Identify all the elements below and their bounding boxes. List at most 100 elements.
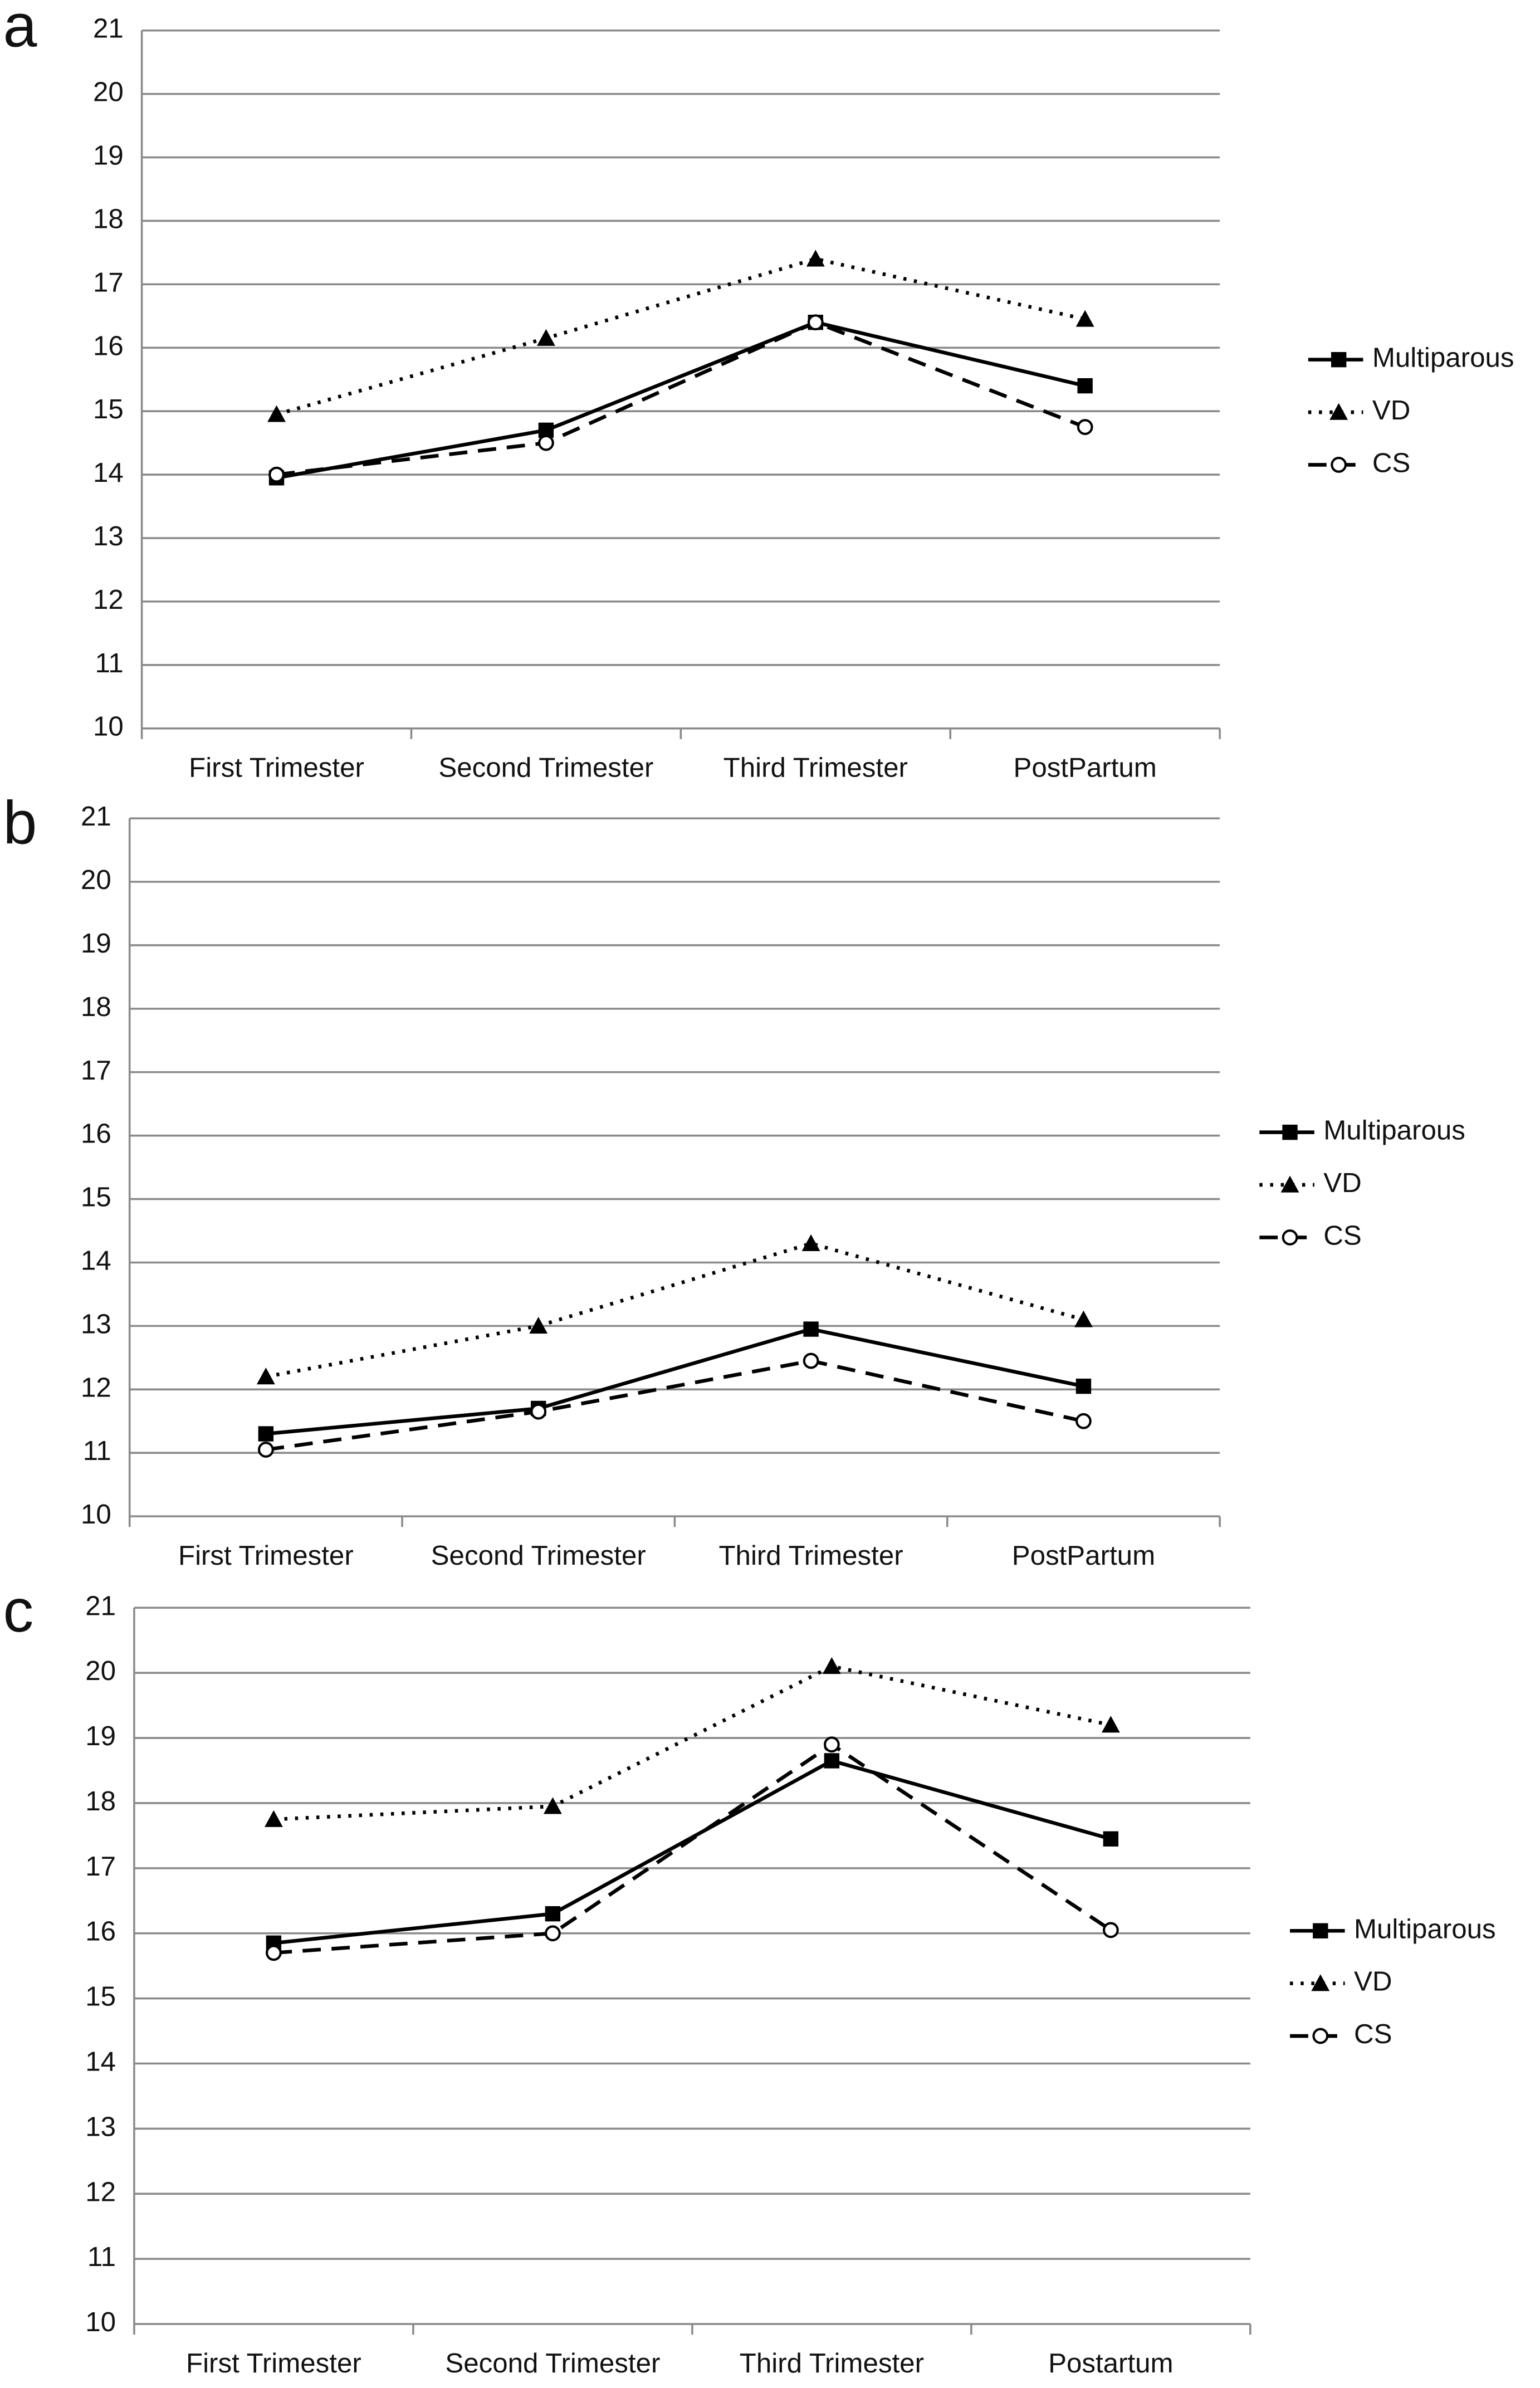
y-tick-label: 17 [81,1055,111,1086]
legend-label: CS [1372,447,1410,478]
series-line [273,1664,1112,1821]
data-point [266,1945,282,1961]
x-tick-label: First Trimester [186,2348,361,2379]
y-tick-label: 15 [93,394,124,424]
y-tick-label: 19 [85,1721,116,1751]
data-point [824,1753,840,1769]
legend-label: VD [1372,395,1410,426]
data-point [268,466,285,483]
x-tick-label: Second Trimester [431,1540,646,1571]
y-tick-label: 14 [85,2047,116,2077]
data-point [824,1736,840,1753]
y-tick-label: 20 [93,77,124,108]
series-line [276,320,1086,480]
x-tick-label: Third Trimester [740,2348,924,2379]
legend-marker [1331,457,1347,473]
y-tick-label: 14 [81,1246,111,1276]
y-tick-label: 17 [85,1851,116,1882]
data-point [256,1368,275,1385]
data-point [1075,1378,1092,1394]
legend-label: Multiparous [1323,1115,1465,1146]
y-tick-label: 16 [81,1119,111,1149]
y-tick-label: 20 [85,1656,116,1686]
y-tick-label: 15 [81,1182,111,1213]
legend-marker [1312,2028,1329,2044]
series-line [265,1359,1084,1452]
data-point [1075,1413,1092,1429]
legend-label: VD [1354,1966,1392,1997]
y-tick-label: 11 [95,648,124,678]
series-line [276,320,1086,477]
data-point [258,1426,274,1442]
y-tick-label: 13 [85,2111,116,2142]
x-tick-label: PostPartum [1013,753,1156,783]
y-tick-label: 21 [85,1590,116,1621]
y-tick-label: 10 [93,711,124,742]
y-tick-label: 12 [81,1372,111,1403]
data-point [536,329,555,346]
legend-label: VD [1323,1168,1361,1198]
legend-marker [1280,1175,1299,1193]
series-line [266,1327,1084,1436]
y-tick-label: 14 [93,457,124,488]
data-point [801,1234,820,1251]
data-point [530,1403,547,1420]
data-point [822,1657,841,1674]
series-line [276,257,1086,417]
data-point [267,405,286,422]
data-point [1103,1831,1119,1847]
x-tick-label: Third Trimester [723,753,908,783]
data-point [1102,1922,1119,1938]
x-tick-label: First Trimester [189,753,364,783]
y-tick-label: 16 [85,1916,116,1947]
y-tick-label: 20 [81,865,111,895]
y-tick-label: 10 [85,2307,116,2337]
panel-label: b [3,789,37,857]
y-tick-label: 10 [81,1499,111,1530]
y-tick-label: 16 [93,330,124,361]
data-point [1077,419,1093,436]
x-tick-label: Third Trimester [718,1540,903,1571]
data-point [264,1810,283,1827]
y-tick-label: 11 [83,1435,111,1466]
y-tick-label: 13 [81,1308,111,1339]
data-point [545,1906,561,1922]
legend-label: CS [1354,2019,1392,2049]
data-point [1074,1310,1093,1327]
data-point [1101,1716,1120,1733]
y-tick-label: 21 [81,801,111,832]
legend-marker [1282,1229,1298,1246]
legend-label: Multiparous [1372,343,1514,373]
series-line [273,1759,1112,1945]
data-point [803,1352,819,1369]
legend-marker [1329,403,1348,420]
y-tick-label: 13 [93,521,124,551]
y-tick-label: 21 [93,13,124,44]
y-tick-label: 12 [85,2176,116,2207]
data-point [538,434,554,451]
data-point [806,250,825,267]
legend-marker [1311,1974,1330,1991]
y-tick-label: 11 [87,2242,116,2272]
y-tick-label: 18 [85,1786,116,1816]
x-tick-label: First Trimester [178,1540,354,1571]
legend-marker [1331,351,1347,368]
y-tick-label: 17 [93,267,124,297]
legend-label: Multiparous [1354,1913,1496,1944]
data-point [543,1797,562,1814]
y-tick-label: 19 [93,140,124,171]
legend-marker [1282,1125,1298,1140]
data-point [529,1316,548,1334]
data-point [807,314,824,331]
y-tick-label: 19 [81,928,111,959]
data-point [1075,310,1094,327]
y-tick-label: 12 [93,584,124,615]
y-tick-label: 15 [85,1981,116,2012]
panel-label: a [3,0,37,60]
data-point [258,1442,274,1458]
series-line [273,1742,1112,1955]
x-tick-label: PostPartum [1012,1540,1155,1571]
panel-label: c [3,1577,33,1645]
